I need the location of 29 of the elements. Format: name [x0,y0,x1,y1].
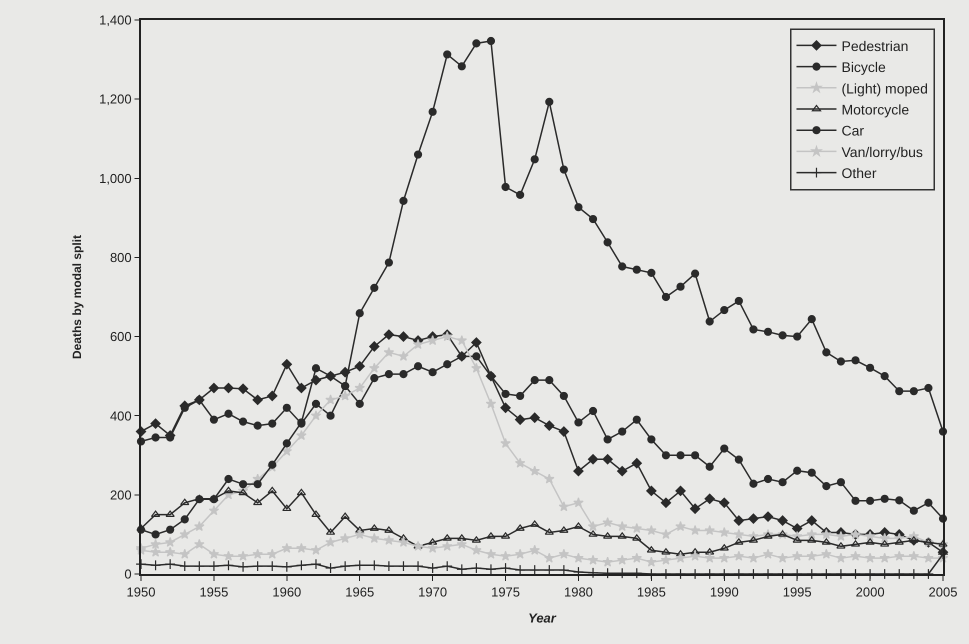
legend-label: Car [841,122,864,139]
x-tick-label: 1985 [636,584,666,600]
x-tick-label: 2005 [928,584,958,600]
y-tick-label: 600 [110,329,132,344]
y-tick-label: 800 [110,250,132,265]
y-axis-title: Deaths by modal split [70,234,84,360]
legend-label: Other [841,165,877,182]
x-tick-label: 1980 [564,584,593,600]
x-tick-label: 1960 [272,584,302,600]
legend-label: Bicycle [841,59,886,76]
legend-label: Motorcycle [841,101,910,118]
legend-label: Van/lorry/bus [841,144,923,160]
x-tick-label: 1975 [491,584,520,600]
legend-label: (Light) moped [841,80,928,96]
y-tick-label: 400 [110,408,132,424]
legend-label: Pedestrian [841,38,908,54]
x-tick-label: 1990 [710,584,739,600]
x-tick-label: 1995 [782,584,812,600]
x-tick-label: 1955 [199,584,228,600]
x-axis-title: Year [528,610,557,626]
x-tick-label: 2000 [856,584,885,600]
y-tick-label: 0 [124,566,132,582]
y-tick-label: 200 [110,487,132,502]
y-tick-label: 1,000 [99,170,132,186]
y-tick-label: 1,400 [99,12,132,28]
x-tick-label: 1950 [126,584,156,600]
y-tick-label: 1,200 [99,92,132,107]
x-tick-label: 1970 [418,584,448,600]
x-tick-label: 1965 [345,584,374,600]
